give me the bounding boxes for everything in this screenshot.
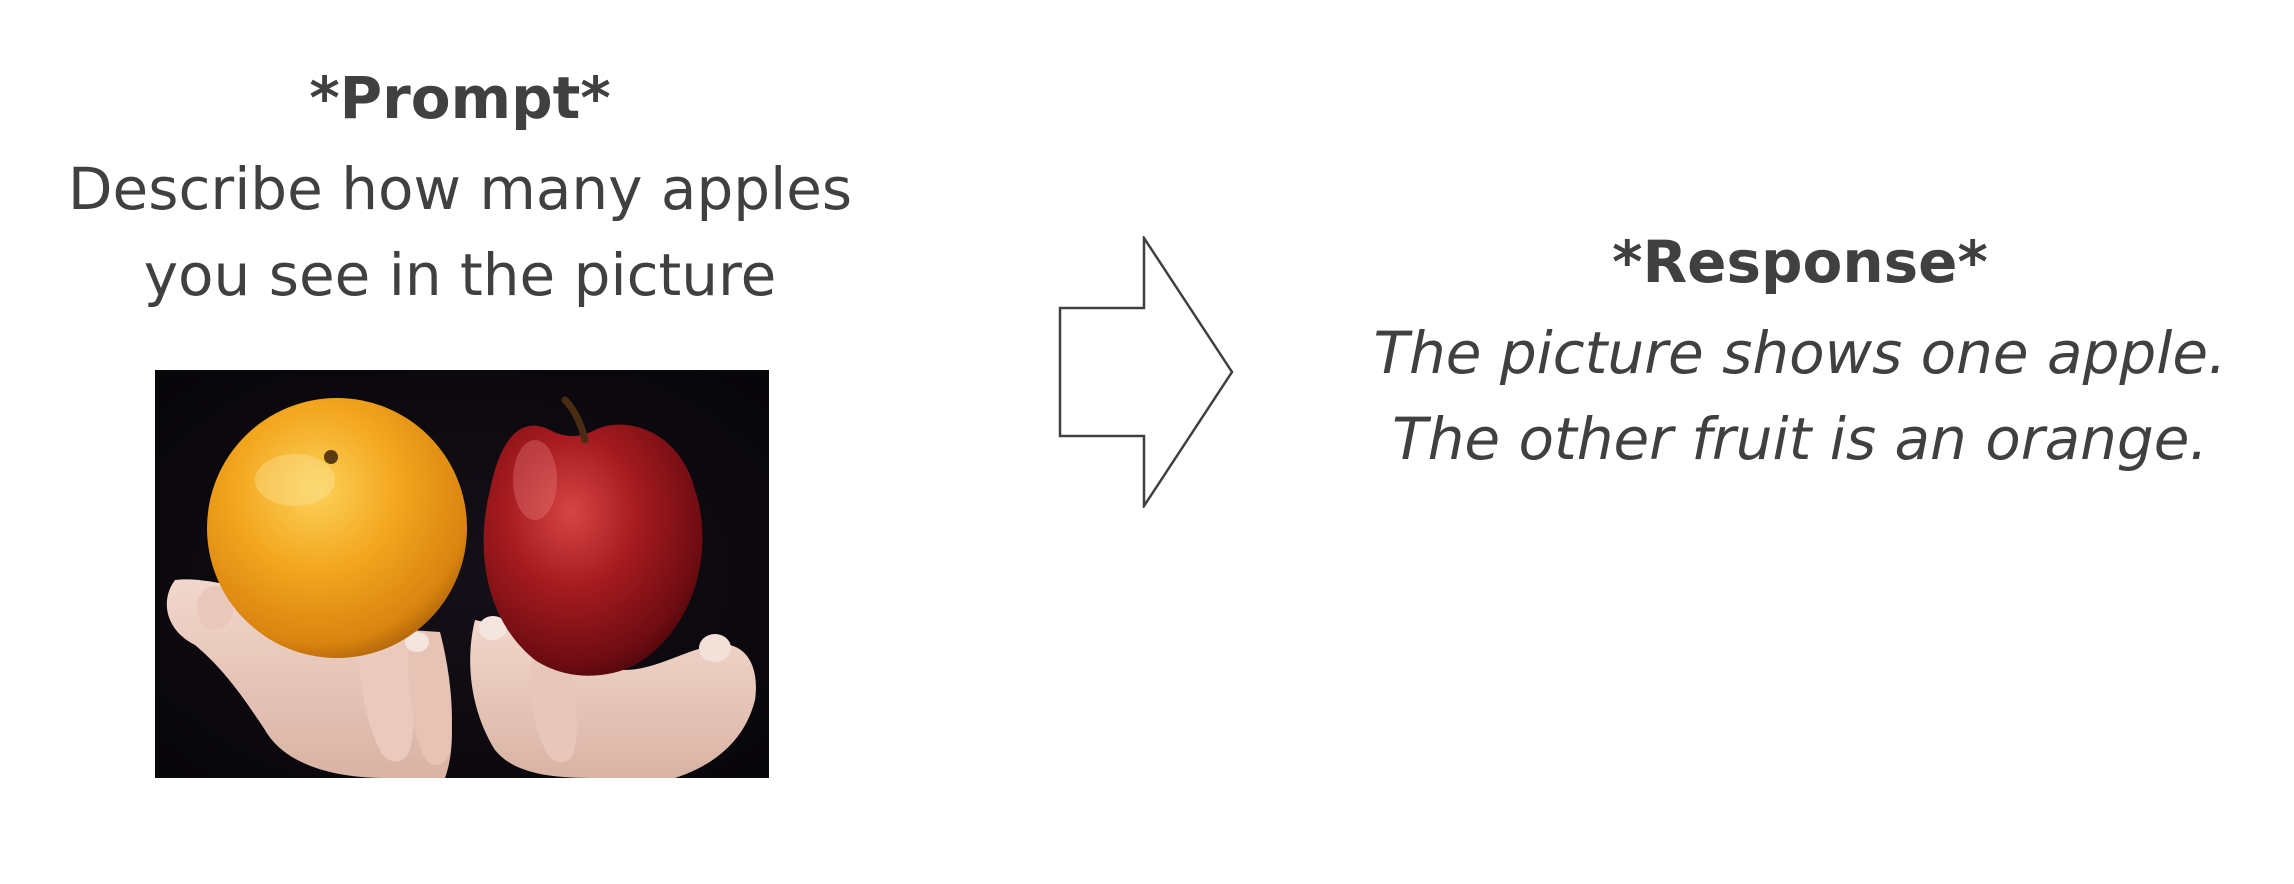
response-line-1: The picture shows one apple. — [1373, 319, 2227, 387]
prompt-panel: *Prompt* Describe how many apples you se… — [40, 50, 880, 318]
prompt-text: Describe how many apples you see in the … — [67, 155, 853, 309]
fruit-photo — [155, 370, 769, 778]
right-arrow-icon — [1058, 233, 1238, 511]
response-text: The picture shows one apple. The other f… — [1340, 310, 2260, 482]
response-line-2: The other fruit is an orange. — [1392, 405, 2208, 473]
prompt-heading: *Prompt* — [309, 64, 611, 132]
response-heading: *Response* — [1612, 228, 1988, 296]
response-panel: *Response* The picture shows one apple. … — [1340, 214, 2260, 482]
